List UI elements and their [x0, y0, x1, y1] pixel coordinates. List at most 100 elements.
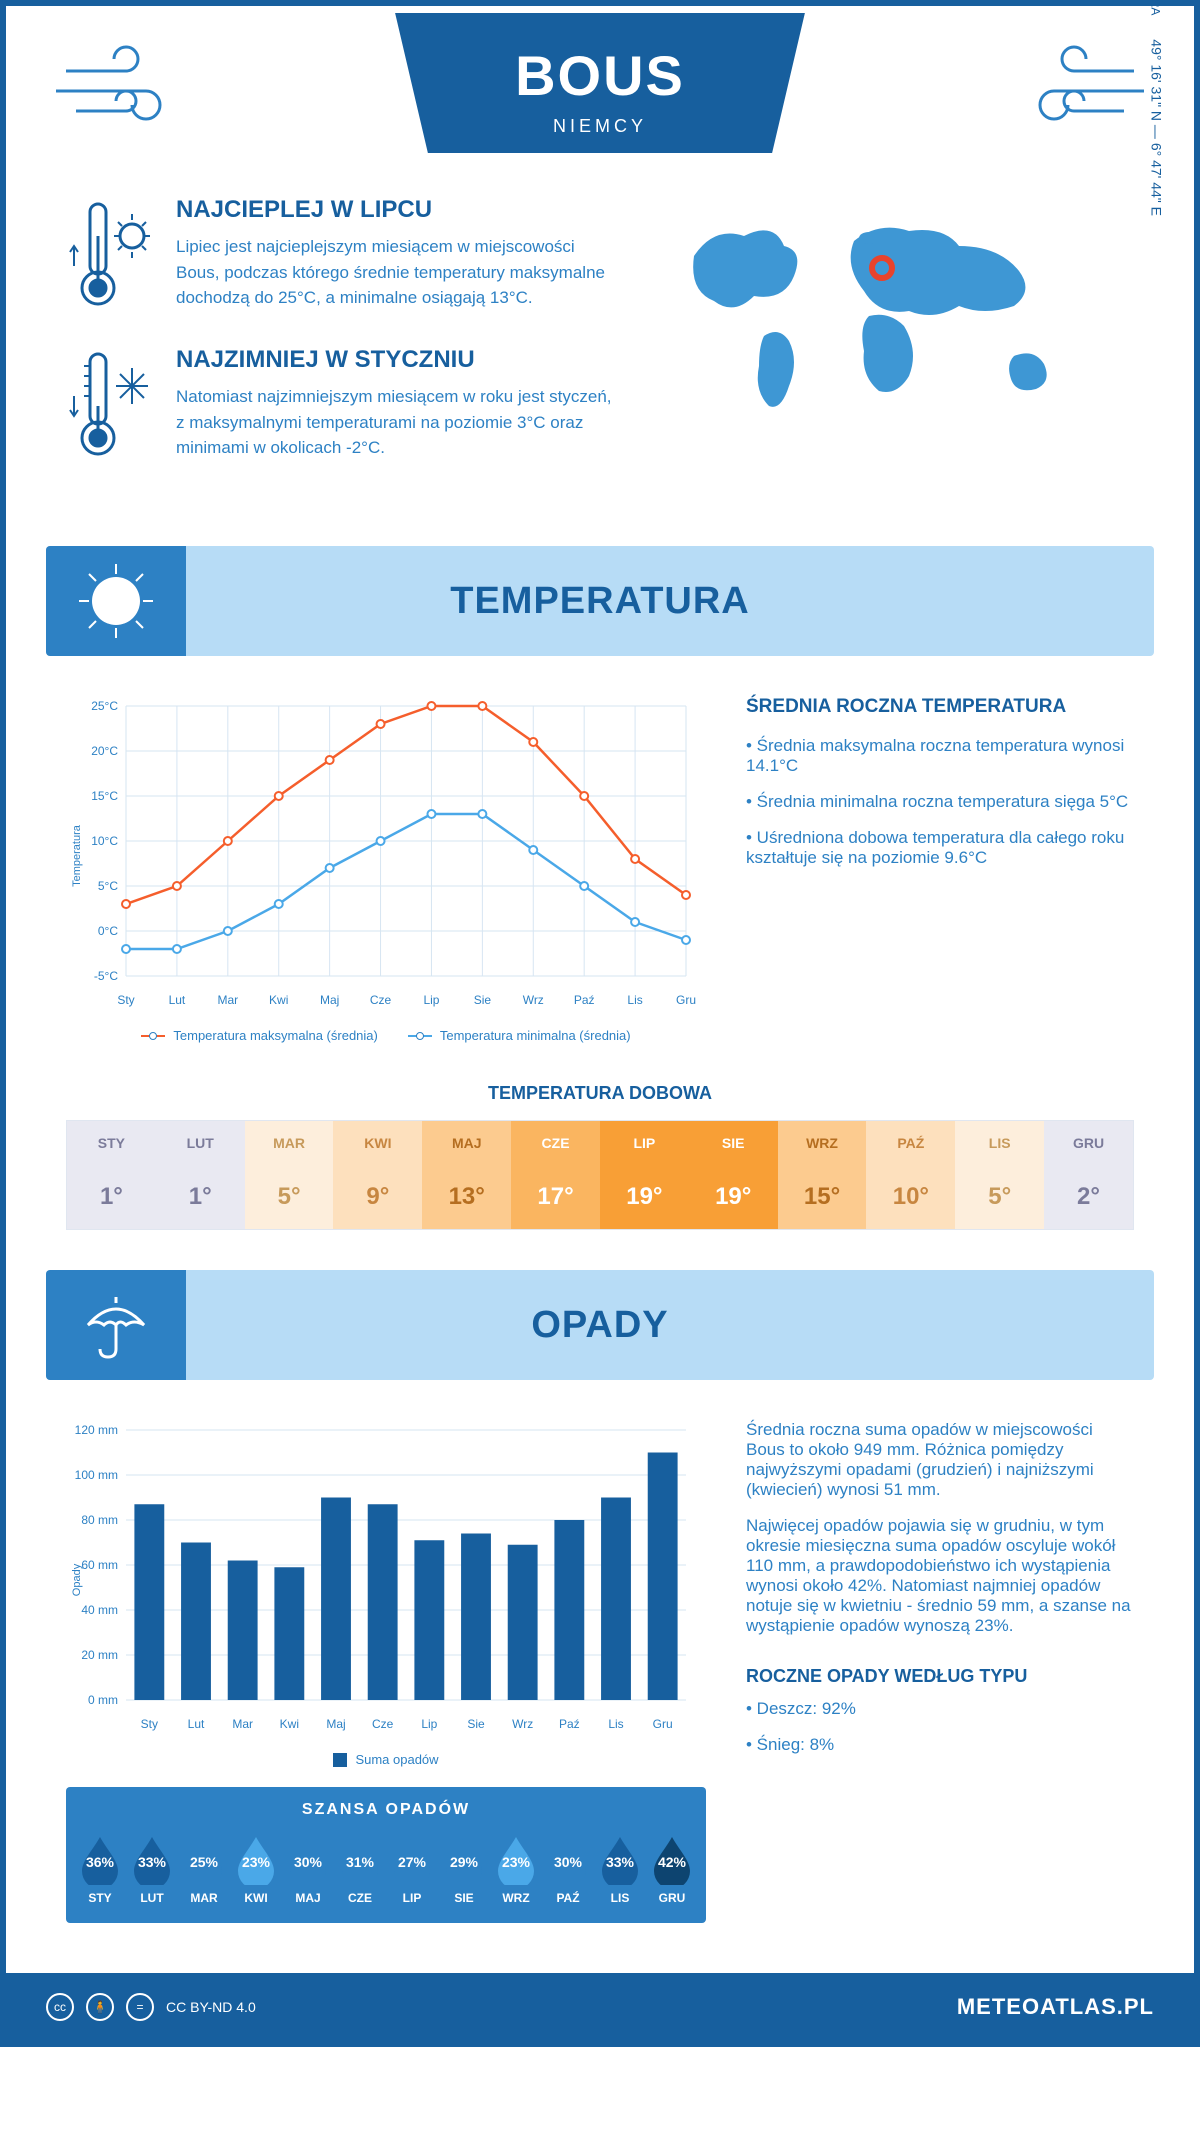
svg-text:0°C: 0°C: [98, 924, 118, 938]
daily-cell: KWI9°: [333, 1121, 422, 1229]
daily-temp-grid: STY1°LUT1°MAR5°KWI9°MAJ13°CZE17°LIP19°SI…: [66, 1120, 1134, 1230]
daily-cell: MAJ13°: [422, 1121, 511, 1229]
chance-item: 33%LIS: [596, 1833, 644, 1905]
chance-item: 36%STY: [76, 1833, 124, 1905]
svg-text:Paź: Paź: [559, 1717, 580, 1731]
svg-text:Lis: Lis: [627, 993, 642, 1007]
avg-temp-b3: • Uśredniona dobowa temperatura dla całe…: [746, 828, 1134, 868]
chance-item: 25%MAR: [180, 1833, 228, 1905]
thermometer-cold-icon: [66, 346, 156, 466]
country-name: NIEMCY: [515, 116, 685, 137]
precipitation-title: OPADY: [531, 1304, 668, 1347]
svg-text:Cze: Cze: [372, 1717, 394, 1731]
legend-max: Temperatura maksymalna (średnia): [173, 1028, 377, 1043]
header: BOUS NIEMCY: [6, 6, 1194, 166]
precipitation-chart: 0 mm20 mm40 mm60 mm80 mm100 mm120 mmStyL…: [66, 1420, 706, 1923]
svg-text:Wrz: Wrz: [512, 1717, 533, 1731]
svg-text:100 mm: 100 mm: [75, 1468, 118, 1482]
svg-text:60 mm: 60 mm: [81, 1558, 118, 1572]
chance-item: 29%SIE: [440, 1833, 488, 1905]
chance-item: 23%WRZ: [492, 1833, 540, 1905]
svg-text:Maj: Maj: [326, 1717, 345, 1731]
region-label: SAARA: [1148, 0, 1162, 15]
avg-temp-title: ŚREDNIA ROCZNA TEMPERATURA: [746, 696, 1134, 718]
nd-icon: =: [126, 1993, 154, 2021]
daily-cell: STY1°: [67, 1121, 156, 1229]
daily-cell: LIS5°: [955, 1121, 1044, 1229]
temperature-chart: -5°C0°C5°C10°C15°C20°C25°CStyLutMarKwiMa…: [66, 696, 706, 1043]
daily-cell: GRU2°: [1044, 1121, 1133, 1229]
svg-text:Sty: Sty: [117, 993, 134, 1007]
footer: cc 🧍 = CC BY-ND 4.0 METEOATLAS.PL: [6, 1973, 1194, 2041]
temperature-side: ŚREDNIA ROCZNA TEMPERATURA • Średnia mak…: [746, 696, 1134, 1043]
svg-text:Gru: Gru: [676, 993, 696, 1007]
header-title-block: BOUS NIEMCY: [395, 13, 805, 153]
svg-text:Lip: Lip: [423, 993, 439, 1007]
daily-temp-title: TEMPERATURA DOBOWA: [6, 1083, 1194, 1104]
chance-item: 30%PAŹ: [544, 1833, 592, 1905]
sun-icon: [46, 546, 186, 656]
svg-text:-5°C: -5°C: [94, 969, 118, 983]
yearly-snow: • Śnieg: 8%: [746, 1735, 1134, 1755]
precipitation-section-header: OPADY: [46, 1270, 1154, 1380]
svg-text:Kwi: Kwi: [280, 1717, 299, 1731]
umbrella-icon: [46, 1270, 186, 1380]
cc-icon: cc: [46, 1993, 74, 2021]
svg-text:Mar: Mar: [232, 1717, 253, 1731]
wind-icon-right: [1014, 41, 1154, 131]
avg-temp-b2: • Średnia minimalna roczna temperatura s…: [746, 792, 1134, 812]
fact-warmest-text: Lipiec jest najcieplejszym miesiącem w m…: [176, 234, 614, 311]
yearly-type-title: ROCZNE OPADY WEDŁUG TYPU: [746, 1666, 1134, 1687]
daily-cell: LUT1°: [156, 1121, 245, 1229]
precip-p2: Najwięcej opadów pojawia się w grudniu, …: [746, 1516, 1134, 1636]
svg-text:Cze: Cze: [370, 993, 392, 1007]
city-name: BOUS: [515, 43, 685, 108]
svg-text:Kwi: Kwi: [269, 993, 288, 1007]
avg-temp-b1: • Średnia maksymalna roczna temperatura …: [746, 736, 1134, 776]
precipitation-side: Średnia roczna suma opadów w miejscowośc…: [746, 1420, 1134, 1923]
chance-item: 42%GRU: [648, 1833, 696, 1905]
chance-item: 23%KWI: [232, 1833, 280, 1905]
svg-text:Sie: Sie: [467, 1717, 485, 1731]
svg-text:0 mm: 0 mm: [88, 1693, 118, 1707]
chance-item: 30%MAJ: [284, 1833, 332, 1905]
chance-title: SZANSA OPADÓW: [76, 1801, 696, 1819]
daily-cell: PAŹ10°: [866, 1121, 955, 1229]
svg-text:Gru: Gru: [653, 1717, 673, 1731]
precipitation-legend: Suma opadów: [66, 1752, 706, 1767]
fact-coldest-text: Natomiast najzimniejszym miesiącem w rok…: [176, 384, 614, 461]
svg-text:80 mm: 80 mm: [81, 1513, 118, 1527]
svg-text:Maj: Maj: [320, 993, 339, 1007]
license-text: CC BY-ND 4.0: [166, 1999, 256, 2015]
svg-text:25°C: 25°C: [91, 699, 118, 713]
chance-item: 33%LUT: [128, 1833, 176, 1905]
svg-text:15°C: 15°C: [91, 789, 118, 803]
coords-text: 49° 16' 31" N — 6° 47' 44" E: [1148, 39, 1164, 216]
svg-text:Opady: Opady: [71, 1563, 83, 1596]
svg-text:40 mm: 40 mm: [81, 1603, 118, 1617]
world-map: [654, 196, 1134, 436]
temperature-section-header: TEMPERATURA: [46, 546, 1154, 656]
svg-text:Sty: Sty: [141, 1717, 158, 1731]
svg-text:Paź: Paź: [574, 993, 595, 1007]
svg-text:Lut: Lut: [169, 993, 186, 1007]
svg-text:10°C: 10°C: [91, 834, 118, 848]
fact-coldest-title: NAJZIMNIEJ W STYCZNIU: [176, 346, 614, 374]
yearly-rain: • Deszcz: 92%: [746, 1699, 1134, 1719]
legend-precip: Suma opadów: [355, 1752, 438, 1767]
svg-text:Lip: Lip: [421, 1717, 437, 1731]
coordinates: SAARA 49° 16' 31" N — 6° 47' 44" E: [1148, 0, 1164, 216]
temperature-title: TEMPERATURA: [450, 580, 750, 623]
chance-item: 31%CZE: [336, 1833, 384, 1905]
brand: METEOATLAS.PL: [957, 1994, 1154, 2020]
by-icon: 🧍: [86, 1993, 114, 2021]
svg-text:Temperatura: Temperatura: [71, 824, 83, 887]
temperature-legend: Temperatura maksymalna (średnia) Tempera…: [66, 1028, 706, 1043]
svg-text:Sie: Sie: [474, 993, 492, 1007]
daily-cell: MAR5°: [245, 1121, 334, 1229]
svg-text:Mar: Mar: [217, 993, 238, 1007]
intro-section: NAJCIEPLEJ W LIPCU Lipiec jest najcieple…: [6, 166, 1194, 526]
daily-cell: SIE19°: [689, 1121, 778, 1229]
svg-text:Lut: Lut: [188, 1717, 205, 1731]
daily-cell: WRZ15°: [778, 1121, 867, 1229]
